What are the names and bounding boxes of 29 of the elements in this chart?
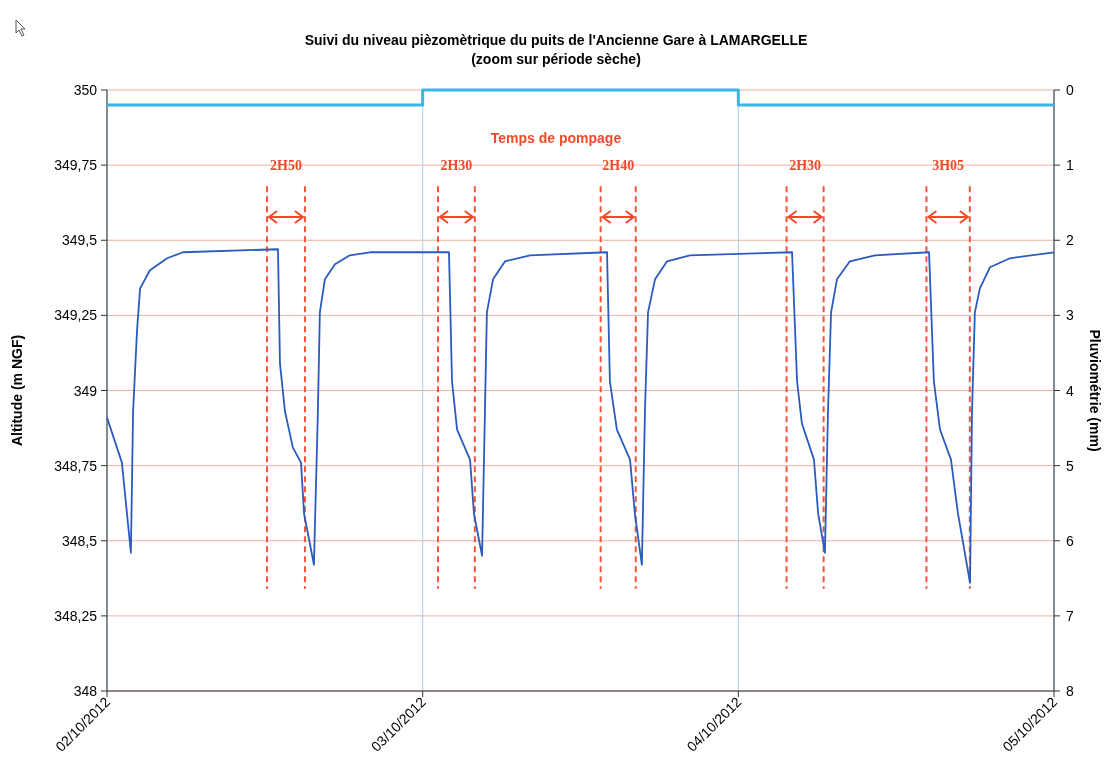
- line-series: [106, 248, 1055, 584]
- y-tick-label: 349,25: [54, 307, 98, 324]
- y2-tick-label: 1: [1066, 157, 1074, 174]
- y2-tick-label: 5: [1066, 457, 1074, 474]
- y-tick-label: 348,75: [54, 457, 98, 474]
- annotation: 2H40: [602, 158, 635, 173]
- y-tick-label: 349: [73, 382, 98, 399]
- y-tick-label: 348,5: [61, 532, 98, 549]
- y2-axis-title: Pluviométrie (mm): [1087, 329, 1103, 452]
- y2-tick-label: 2: [1066, 232, 1074, 249]
- y2-tick-label: 8: [1066, 683, 1074, 699]
- y-axis-title: Altitude (m NGF): [9, 334, 25, 447]
- y-tick-label: 348,25: [54, 607, 98, 624]
- y-tick-label: 349,75: [54, 157, 98, 174]
- annotation: 2H50: [270, 158, 302, 173]
- y2-tick-label: 4: [1066, 382, 1074, 399]
- y-tick-label: 348: [73, 683, 98, 699]
- y2-tick-label: 6: [1066, 532, 1074, 549]
- y-tick-label: 349,5: [61, 232, 98, 249]
- chart-subtitle: (zoom sur période sèche): [471, 51, 641, 67]
- y-tick-label: 350: [73, 82, 98, 98]
- y2-tick-label: 7: [1066, 607, 1074, 624]
- annotation: 2H30: [440, 158, 473, 173]
- annotation: 3H05: [932, 158, 965, 173]
- y2-tick-label: 0: [1066, 82, 1074, 98]
- annotation: Temps de pompage: [490, 130, 622, 146]
- annotation: 2H30: [789, 158, 822, 173]
- chart-title: Suivi du niveau pièzomètrique du puits de l'Ancienne Gare à LAMARGELLE: [304, 32, 808, 48]
- y2-tick-label: 3: [1066, 307, 1074, 324]
